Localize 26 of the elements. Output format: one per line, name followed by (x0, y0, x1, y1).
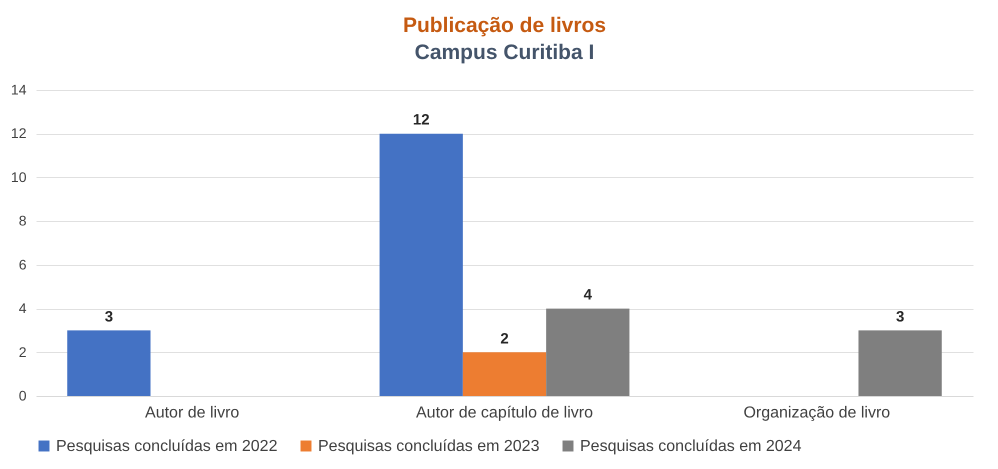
x-tick-label: Autor de capítulo de livro (416, 404, 594, 422)
bar (462, 352, 546, 396)
chart-title: Publicação de livros (402, 14, 606, 37)
bar (380, 134, 463, 396)
data-label: 3 (104, 308, 114, 326)
bar (67, 330, 151, 396)
bar (546, 308, 630, 396)
x-tick-label: Autor de livro (145, 404, 240, 422)
y-tick-label: 6 (18, 256, 27, 272)
chart-subtitle: Campus Curitiba I (414, 41, 594, 64)
data-label: 12 (412, 112, 430, 129)
data-label: 2 (500, 330, 509, 348)
legend-label: Pesquisas concluídas em 2023 (318, 438, 540, 455)
y-tick-label: 12 (10, 125, 27, 142)
y-tick-label: 14 (10, 82, 27, 98)
bar (858, 330, 942, 396)
y-tick-label: 10 (10, 168, 27, 185)
y-tick-label: 4 (18, 300, 27, 316)
y-tick-label: 2 (18, 344, 27, 360)
legend-label: Pesquisas concluídas em 2024 (580, 438, 802, 455)
y-tick-label: 8 (18, 212, 27, 229)
data-label: 4 (584, 286, 593, 304)
x-tick-label: Organização de livro (743, 404, 890, 422)
legend-label: Pesquisas concluídas em 2022 (56, 438, 278, 455)
data-label: 3 (896, 308, 904, 326)
y-tick-label: 0 (18, 388, 27, 404)
